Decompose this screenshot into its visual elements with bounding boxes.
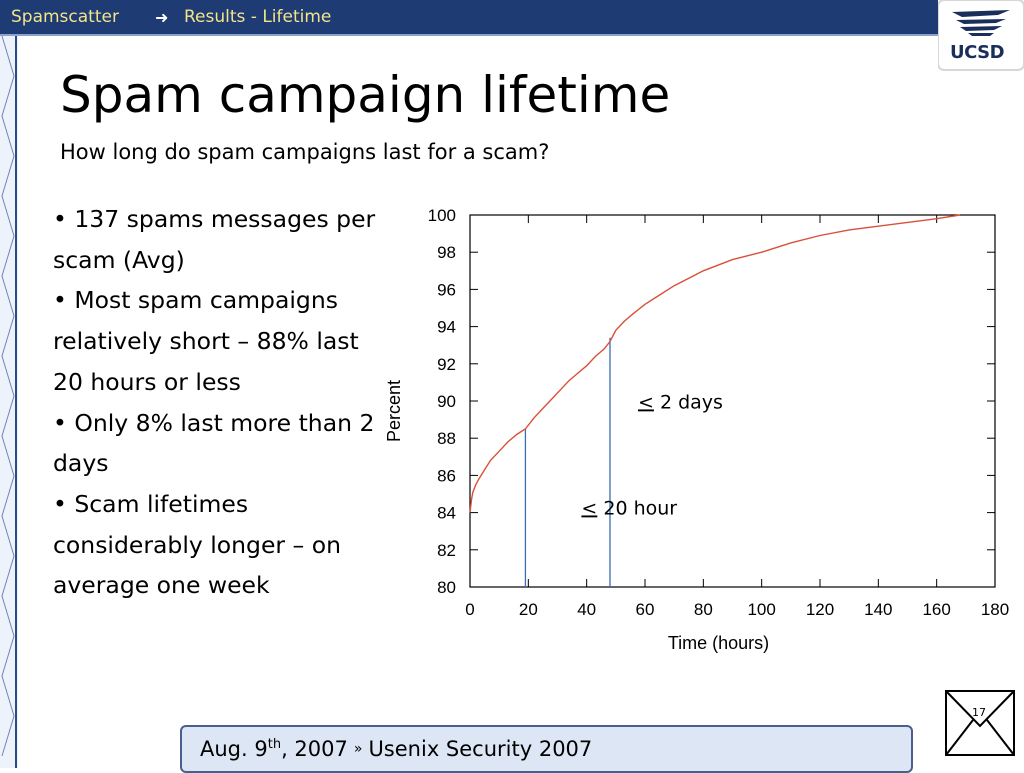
x-tick-label: 80 <box>694 600 713 619</box>
footer-date-year: , 2007 <box>281 737 348 761</box>
y-tick-label: 88 <box>437 429 456 448</box>
footer-date-suffix: th <box>267 737 282 752</box>
x-tick-label: 0 <box>465 600 474 619</box>
y-tick-label: 92 <box>437 355 456 374</box>
breadcrumb-home[interactable]: Spamscatter <box>11 7 119 27</box>
bullet-item: 137 spams messages per scam (Avg) <box>53 199 383 280</box>
envelope-icon <box>945 690 1015 756</box>
y-tick-label: 82 <box>437 541 456 560</box>
bullet-item: Only 8% last more than 2 days <box>53 403 383 484</box>
x-axis-label: Time (hours) <box>668 633 769 653</box>
y-tick-label: 86 <box>437 466 456 485</box>
x-tick-label: 20 <box>519 600 538 619</box>
header-bar: Spamscatter ➜ Results - Lifetime <box>0 0 938 36</box>
y-tick-label: 100 <box>428 206 456 225</box>
arrow-right-icon: ➜ <box>155 8 169 27</box>
y-tick-label: 80 <box>437 578 456 597</box>
plot-frame <box>469 214 996 588</box>
ucsd-logo <box>938 0 1024 71</box>
ucsd-logo-text: UCSD <box>950 42 1005 63</box>
x-tick-label: 180 <box>981 600 1009 619</box>
breadcrumb-current[interactable]: Results - Lifetime <box>184 7 332 27</box>
y-tick-label: 84 <box>437 504 456 523</box>
lifetime-cdf-chart: 80 82 84 86 88 90 92 94 96 98 100 0 20 40 60 80 100 120 14… <box>384 206 1009 653</box>
bullet-list: 137 spams messages per scam (Avg) Most s… <box>53 199 383 606</box>
double-chevron-icon: » <box>353 741 363 757</box>
threshold-annotation: < 2 days <box>638 391 723 413</box>
y-tick-label: 96 <box>437 280 456 299</box>
x-tick-label: 140 <box>864 600 892 619</box>
y-tick-label: 90 <box>437 392 456 411</box>
left-decor-strip <box>0 36 18 768</box>
footer-date: Aug. 9 <box>200 737 268 761</box>
bullet-item: Most spam campaigns relatively short – 8… <box>53 280 383 402</box>
x-tick-label: 60 <box>636 600 655 619</box>
y-tick-label: 94 <box>437 318 456 337</box>
page-subtitle: How long do spam campaigns last for a sc… <box>60 140 550 164</box>
x-tick-label: 120 <box>806 600 834 619</box>
x-tick-label: 160 <box>922 600 950 619</box>
threshold-annotation: < 20 hour <box>581 497 677 519</box>
footer-venue: Usenix Security 2007 <box>368 737 593 761</box>
x-tick-label: 40 <box>577 600 596 619</box>
page-number: 17 <box>972 706 986 719</box>
bullet-item: Scam lifetimes considerably longer – on … <box>53 484 383 606</box>
cdf-series-line <box>469 214 961 513</box>
footer-bar: Aug. 9th, 2007 » Usenix Security 2007 <box>180 725 913 773</box>
page-title: Spam campaign lifetime <box>60 66 671 124</box>
x-tick-label: 100 <box>747 600 775 619</box>
y-tick-label: 98 <box>437 243 456 262</box>
y-axis-label: Percent <box>384 380 404 442</box>
footer-text: Aug. 9th, 2007 » Usenix Security 2007 <box>200 737 592 761</box>
